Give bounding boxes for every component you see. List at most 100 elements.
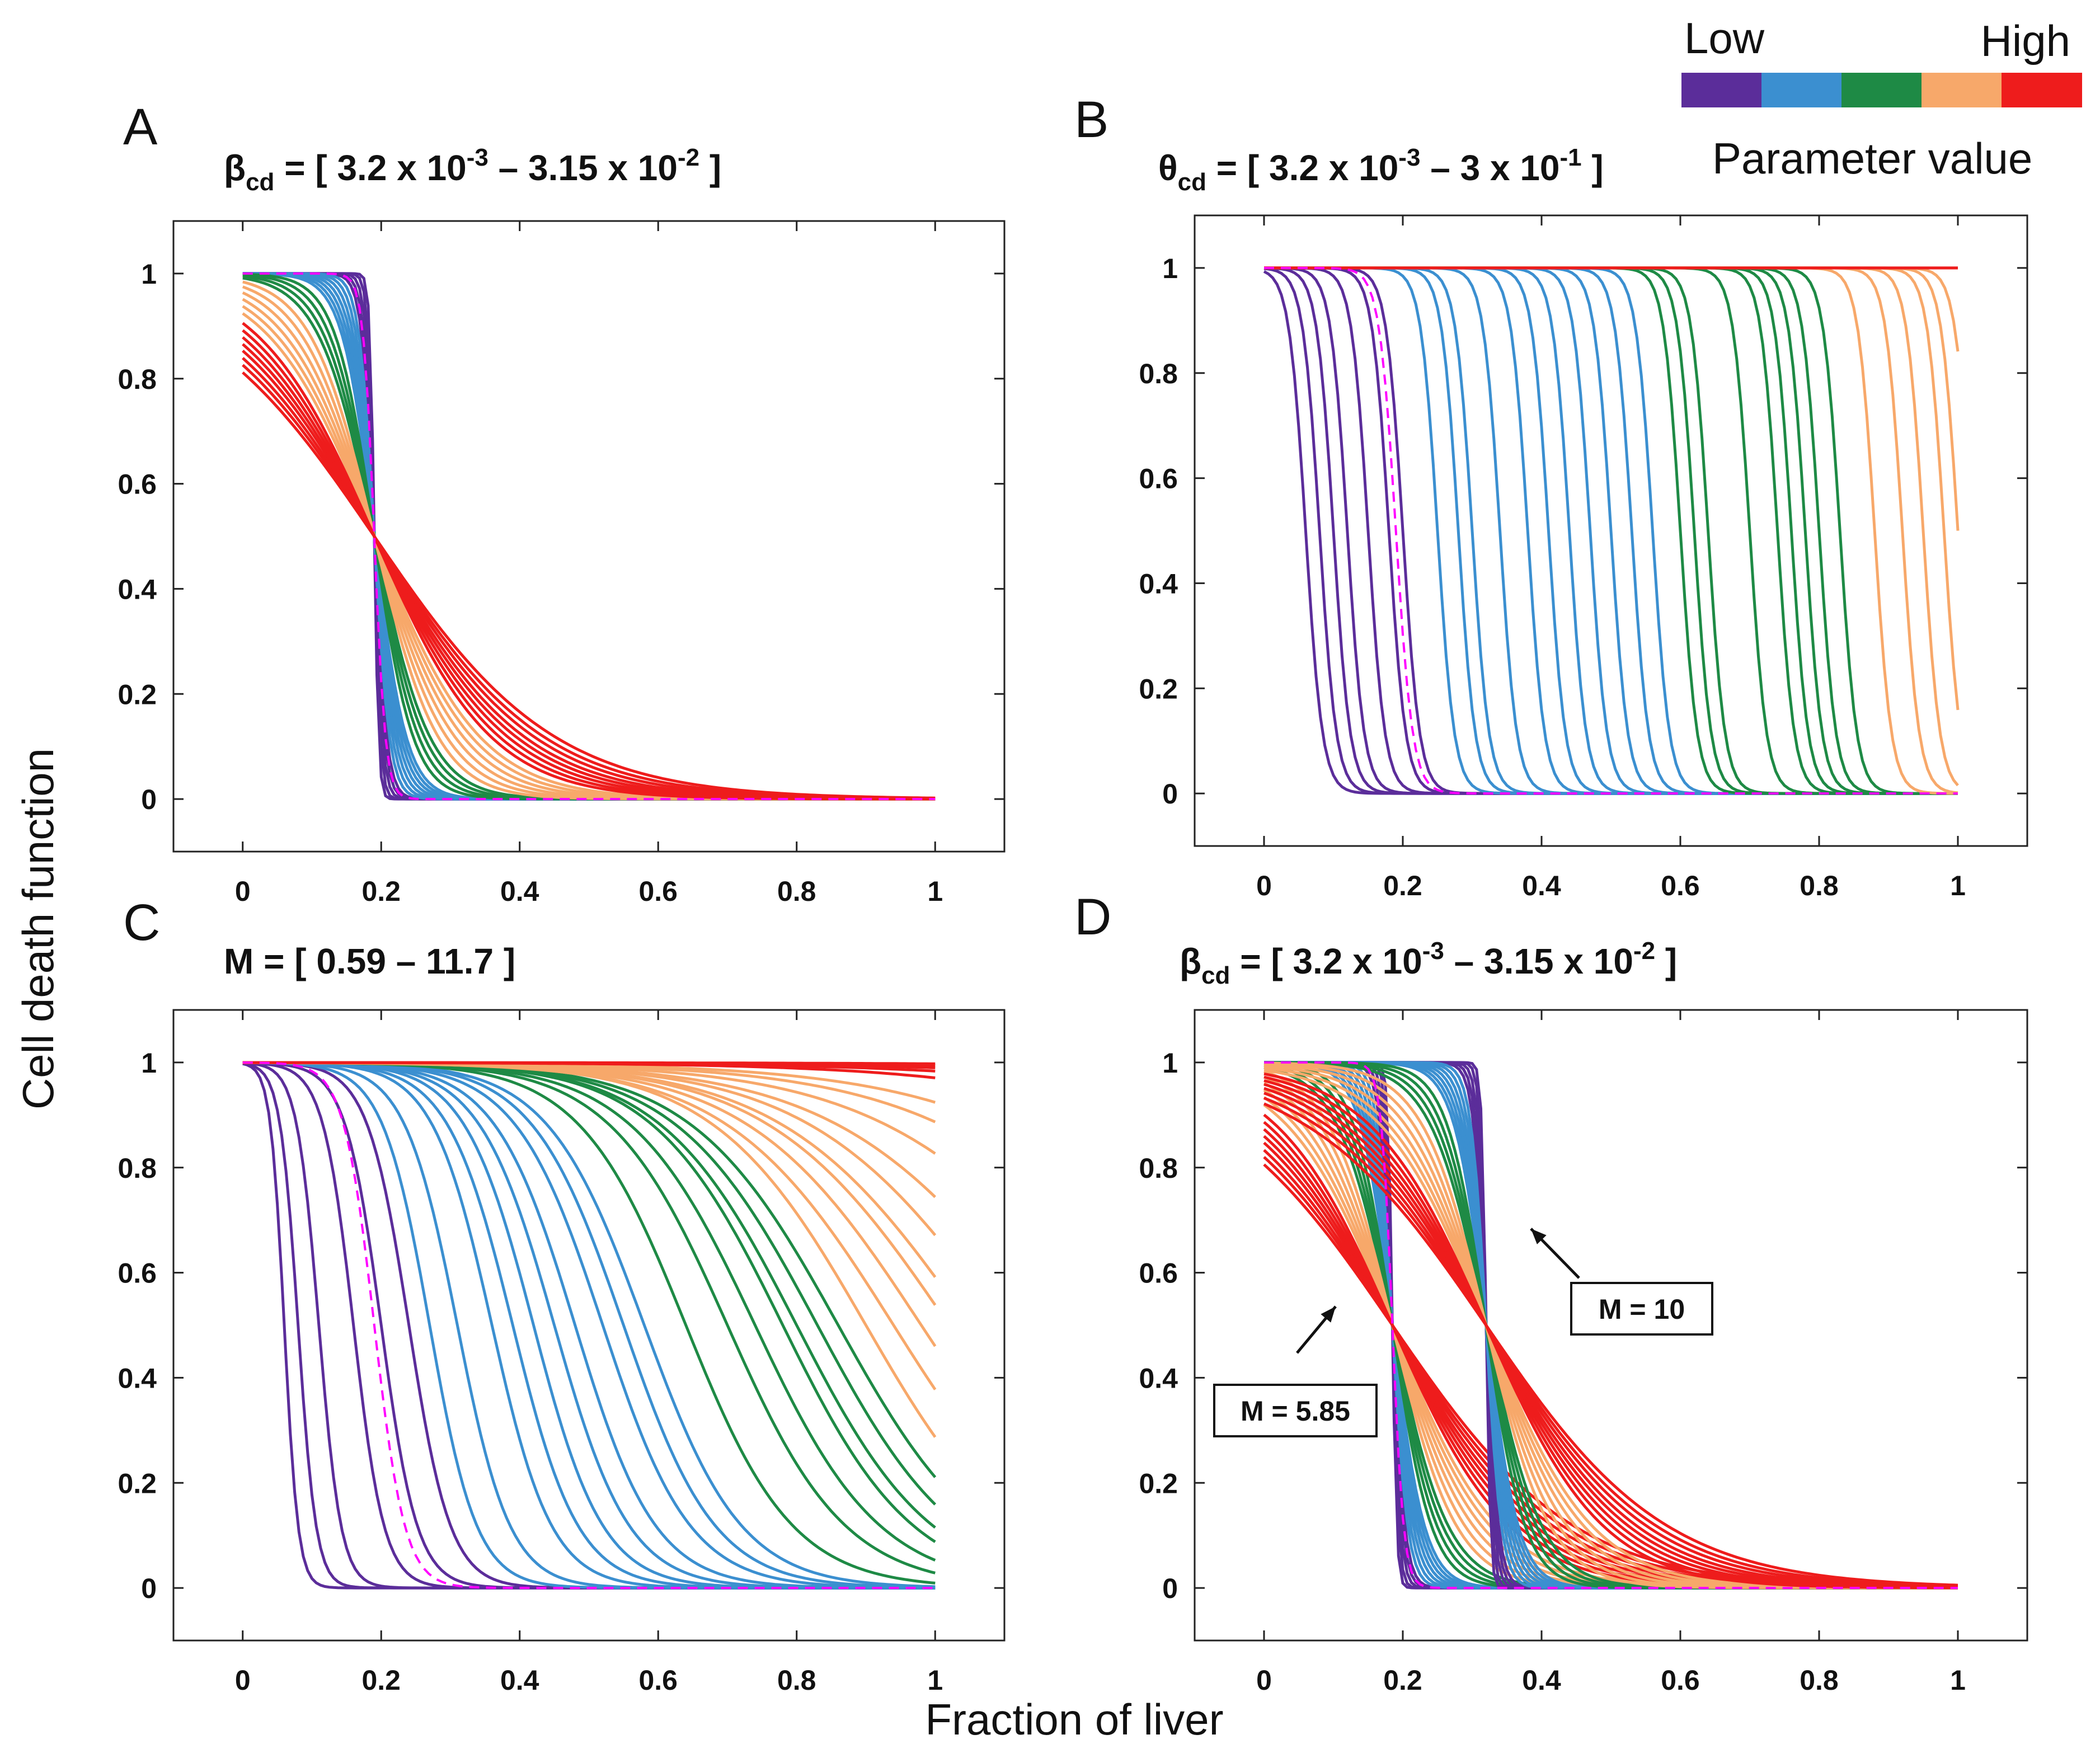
- y-tick-label: 0.2: [1139, 673, 1178, 704]
- y-tick-label: 1: [1162, 253, 1178, 284]
- y-tick-label: 0.8: [1139, 358, 1178, 389]
- y-tick-label: 0.8: [118, 364, 157, 395]
- panel-label-a: A: [123, 98, 158, 156]
- x-tick-label: 0.8: [1800, 870, 1839, 901]
- series-line: [242, 291, 936, 801]
- y-tick-label: 0.2: [1139, 1468, 1178, 1499]
- x-axis-label: Fraction of liver: [925, 1695, 1223, 1744]
- series-line: [1263, 1097, 1958, 1587]
- panel-title-c: M = [ 0.59 – 11.7 ]: [224, 941, 515, 981]
- series-line: [1263, 1089, 1958, 1590]
- x-tick-label: 0.2: [1383, 1665, 1422, 1696]
- x-tick-label: 0: [235, 876, 251, 907]
- x-tick-label: 0.2: [361, 876, 401, 907]
- annotation-arrowhead: [1321, 1306, 1336, 1323]
- legend-caption: Parameter value: [1712, 134, 2032, 183]
- x-tick-label: 1: [1950, 1665, 1966, 1696]
- series-line: [242, 1061, 937, 1438]
- series-line: [242, 1061, 936, 1590]
- panel-label-d: D: [1074, 889, 1111, 946]
- y-tick-label: 1: [1162, 1047, 1178, 1079]
- x-tick-label: 0.6: [1661, 870, 1700, 901]
- annotation-label: M = 5.85: [1241, 1395, 1350, 1427]
- x-tick-label: 1: [927, 1665, 943, 1696]
- series-lines: [1263, 1061, 1958, 1590]
- annotation-label: M = 10: [1599, 1294, 1685, 1325]
- series-lines: [242, 1061, 937, 1590]
- annotation: M = 5.85: [1213, 1305, 1378, 1437]
- x-tick-label: 0.6: [638, 876, 678, 907]
- reference-line: [1264, 266, 1958, 795]
- legend-swatch-2: [1761, 73, 1842, 107]
- reference-line: [1264, 1061, 1958, 1590]
- y-tick-label: 0.2: [118, 1468, 157, 1499]
- series-line: [242, 1061, 937, 1278]
- y-tick-label: 0.4: [118, 574, 157, 605]
- x-tick-label: 0: [1256, 1665, 1272, 1696]
- x-tick-label: 1: [927, 876, 943, 907]
- y-tick-label: 0.8: [118, 1153, 157, 1184]
- reference-line: [242, 1061, 936, 1590]
- series-line: [242, 1061, 937, 1390]
- panel-c: C M = [ 0.59 – 11.7 ] 0 0.2 0.4 0.6 0.8 1 0 0.2…: [118, 894, 1006, 1696]
- series-line: [242, 1061, 937, 1347]
- x-tick-label: 1: [1950, 870, 1966, 901]
- legend-high-label: High: [1981, 16, 2070, 65]
- plot-frame: [1194, 214, 2028, 847]
- series-line: [242, 371, 936, 800]
- x-tick-label: 0.4: [500, 876, 539, 907]
- annotation-arrowhead: [1531, 1229, 1547, 1244]
- series-line: [242, 1061, 936, 1588]
- y-tick-label: 1: [141, 1047, 157, 1079]
- series-lines: [1263, 266, 1960, 795]
- plot-frame: [172, 220, 1006, 853]
- annotation: M = 10: [1530, 1228, 1713, 1336]
- series-line: [1263, 1102, 1958, 1587]
- legend-swatch-5: [2002, 73, 2082, 107]
- panel-title-a: βcd = [ 3.2 x 10-3 – 3.15 x 10-2 ]: [224, 144, 721, 196]
- x-tick-label: 0.4: [1522, 1665, 1561, 1696]
- x-tick-label: 0.2: [361, 1665, 401, 1696]
- panel-d: D βcd = [ 3.2 x 10-3 – 3.15 x 10-2 ] 0 0.…: [1074, 889, 2028, 1696]
- legend-low-label: Low: [1684, 13, 1765, 63]
- annotation-box: [1213, 1384, 1378, 1437]
- panel-label-c: C: [123, 894, 160, 951]
- y-tick-label: 0.8: [1139, 1153, 1178, 1184]
- legend-swatch-4: [1922, 73, 2002, 107]
- plot-frame: [1194, 1009, 2028, 1642]
- y-tick-label: 0.6: [1139, 463, 1178, 495]
- y-axis-label: Cell death function: [13, 748, 63, 1110]
- series-line: [242, 1061, 936, 1585]
- legend-colorbar: [1681, 73, 2082, 107]
- x-tick-label: 0.8: [777, 876, 816, 907]
- y-tick-label: 0.6: [1139, 1258, 1178, 1289]
- panel-b: B θcd = [ 3.2 x 10-3 – 3 x 10-1 ] 0 0.2 0.…: [1074, 91, 2028, 901]
- series-lines: [242, 272, 936, 801]
- y-tick-label: 0: [1162, 1573, 1178, 1604]
- x-tick-label: 0.6: [1661, 1665, 1700, 1696]
- y-tick-label: 0.4: [118, 1362, 157, 1394]
- y-tick-label: 0.6: [118, 1258, 157, 1289]
- x-tick-label: 0.8: [777, 1665, 816, 1696]
- series-line: [1264, 266, 1960, 711]
- x-tick-label: 0: [235, 1665, 251, 1696]
- series-line: [1263, 1096, 1958, 1590]
- plot-frame: [172, 1009, 1006, 1642]
- x-tick-label: 0.2: [1383, 870, 1422, 901]
- series-line: [242, 280, 936, 801]
- panel-title-d: βcd = [ 3.2 x 10-3 – 3.15 x 10-2 ]: [1180, 937, 1677, 989]
- x-tick-label: 0.8: [1800, 1665, 1839, 1696]
- annotation-box: [1570, 1282, 1713, 1336]
- panel-a: A βcd = [ 3.2 x 10-3 – 3.15 x 10-2 ] 0 0.…: [118, 98, 1006, 907]
- y-tick-label: 1: [141, 258, 157, 290]
- legend-swatch-3: [1841, 73, 1922, 107]
- series-line: [242, 272, 936, 801]
- series-line: [1263, 1087, 1958, 1588]
- series-line: [1263, 1092, 1958, 1588]
- reference-line: [242, 272, 936, 801]
- panel-label-b: B: [1074, 91, 1108, 148]
- y-tick-label: 0.2: [118, 679, 157, 710]
- x-tick-label: 0.6: [638, 1665, 678, 1696]
- y-tick-label: 0: [141, 784, 157, 815]
